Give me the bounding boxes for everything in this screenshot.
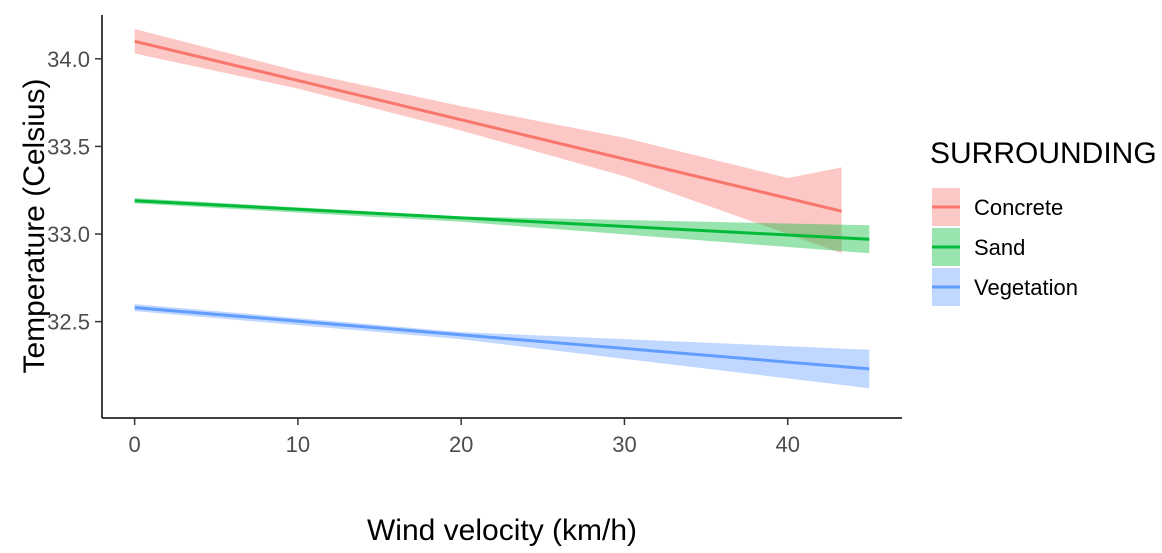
confidence-band-sand — [134, 198, 870, 254]
legend: SURROUNDING Concrete Sand Vegetation — [930, 137, 1157, 306]
y-axis-title: Temperature (Celsius) — [18, 78, 51, 373]
series-line-vegetation — [134, 306, 870, 371]
legend-title: SURROUNDING — [930, 137, 1157, 170]
confidence-band-vegetation — [134, 304, 870, 389]
legend-label-sand: Sand — [974, 235, 1025, 260]
y-tick-label: 33.0 — [47, 222, 90, 247]
series-line-sand — [134, 199, 870, 241]
legend-label-concrete: Concrete — [974, 195, 1063, 220]
legend-label-vegetation: Vegetation — [974, 275, 1078, 300]
x-tick-label: 10 — [286, 432, 310, 457]
x-tick-label: 0 — [129, 432, 141, 457]
x-tick-label: 20 — [449, 432, 473, 457]
y-tick-label: 33.5 — [47, 134, 90, 159]
y-tick-label: 32.5 — [47, 310, 90, 335]
plot-area — [134, 29, 870, 389]
series-line-concrete — [134, 39, 842, 213]
y-tick-label: 34.0 — [47, 47, 90, 72]
x-tick-label: 30 — [612, 432, 636, 457]
x-tick-label: 40 — [775, 432, 799, 457]
x-axis-title: Wind velocity (km/h) — [367, 514, 637, 547]
y-axis: 32.5 33.0 33.5 34.0 — [47, 15, 103, 418]
x-axis: 0 10 20 30 40 — [102, 417, 902, 457]
